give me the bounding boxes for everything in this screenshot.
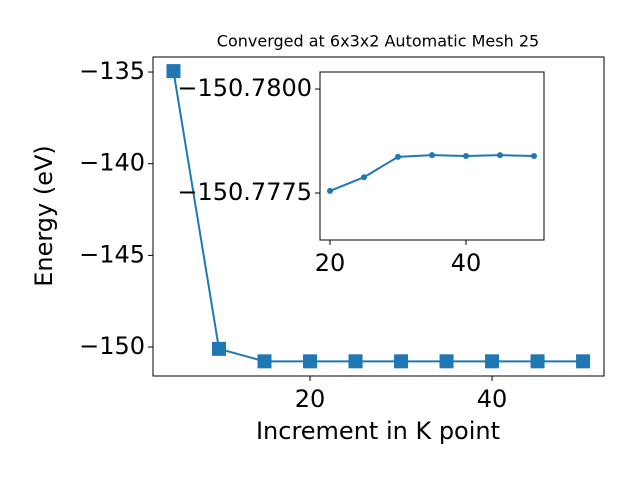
- marker: [485, 354, 500, 369]
- marker: [497, 152, 504, 159]
- marker: [257, 354, 272, 369]
- y-tick-label: −145: [79, 240, 145, 268]
- marker: [303, 354, 318, 369]
- x-tick-label: 20: [295, 385, 326, 413]
- marker: [394, 354, 409, 369]
- data-line: [172, 70, 584, 363]
- marker: [348, 354, 363, 369]
- marker: [463, 153, 470, 159]
- x-axis-label: Increment in K point: [256, 417, 500, 445]
- x-tick-label: 40: [451, 249, 482, 277]
- marker: [576, 354, 591, 369]
- y-tick-label: −135: [79, 57, 145, 85]
- chart-title: Converged at 6x3x2 Automatic Mesh 25: [217, 32, 539, 51]
- marker: [360, 174, 367, 181]
- marker: [326, 187, 333, 194]
- marker: [429, 152, 435, 159]
- x-tick-label: 40: [477, 385, 508, 413]
- marker: [439, 354, 454, 369]
- marker: [211, 341, 226, 356]
- marker: [531, 153, 538, 159]
- y-tick-label: −140: [79, 149, 145, 177]
- marker: [166, 64, 181, 79]
- x-tick-label: 20: [315, 249, 346, 277]
- y-tick-label: −150.7800: [177, 74, 312, 102]
- marker: [394, 153, 401, 160]
- marker: [530, 354, 545, 369]
- y-tick-label: −150.7775: [177, 178, 312, 206]
- y-axis-label: Energy (eV): [30, 145, 58, 287]
- y-tick-label: −150: [79, 332, 145, 360]
